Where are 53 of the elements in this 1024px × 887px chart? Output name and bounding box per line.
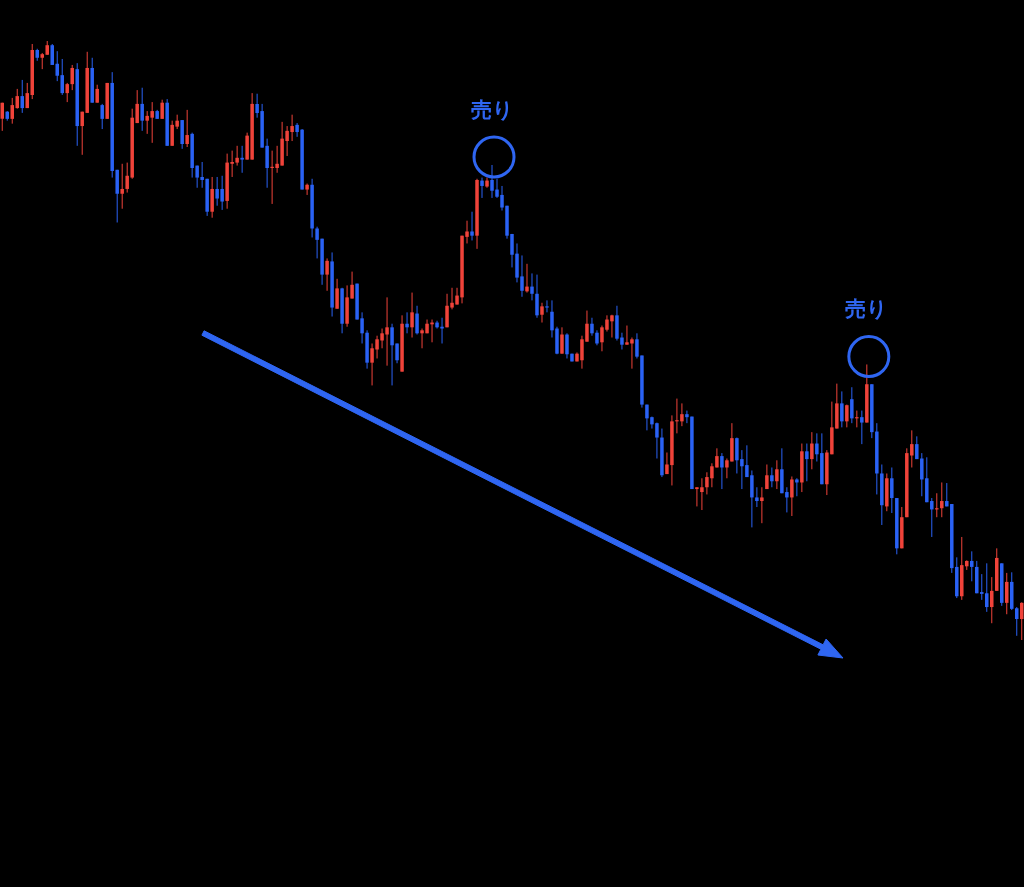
candlestick: [0, 102, 4, 132]
candlestick: [560, 326, 564, 355]
annotation: 売り: [845, 297, 889, 322]
candlestick: [160, 99, 164, 120]
candlestick: [590, 317, 594, 337]
candlestick: [540, 302, 544, 324]
candlestick: [775, 459, 779, 490]
candlestick: [990, 576, 994, 624]
candlestick: [185, 109, 189, 148]
candlestick: [210, 176, 214, 219]
candlestick: [525, 263, 529, 294]
candlestick: [70, 64, 74, 91]
candlestick: [480, 177, 484, 199]
candlestick: [405, 311, 409, 334]
candlestick: [530, 272, 534, 301]
candlestick: [890, 466, 894, 514]
candlestick: [470, 211, 474, 241]
candlestick: [760, 486, 764, 524]
candlestick: [240, 145, 244, 174]
candlestick: [65, 82, 69, 103]
candlestick: [685, 410, 689, 424]
candlestick: [810, 431, 814, 470]
candlestick: [805, 443, 809, 482]
candlestick: [860, 410, 864, 445]
candlestick: [435, 320, 439, 330]
candlestick: [335, 278, 339, 310]
candlestick: [415, 305, 419, 336]
candlestick: [140, 87, 144, 132]
candlestick: [100, 103, 104, 130]
candlestick: [1020, 601, 1024, 641]
candlestick: [20, 79, 24, 114]
candlestick: [720, 452, 724, 490]
candlestick: [790, 475, 794, 517]
candlestick: [440, 317, 444, 344]
candlestick: [765, 463, 769, 490]
candlestick: [850, 386, 854, 424]
candlestick: [755, 486, 759, 508]
candlestick: [120, 163, 124, 210]
candlestick: [565, 332, 569, 359]
candlestick: [940, 481, 944, 518]
candlestick: [325, 257, 329, 292]
candlestick: [305, 183, 309, 196]
candlestick: [535, 274, 539, 319]
candlestick: [795, 477, 799, 497]
candlestick: [840, 390, 844, 428]
candlestick: [935, 492, 939, 518]
candlestick: [545, 299, 549, 313]
candlestick: [180, 119, 184, 150]
annotation: 売り: [470, 97, 514, 122]
candlestick: [970, 550, 974, 582]
candlestick: [1005, 572, 1009, 615]
candlestick: [770, 466, 774, 488]
candlestick: [410, 292, 414, 339]
